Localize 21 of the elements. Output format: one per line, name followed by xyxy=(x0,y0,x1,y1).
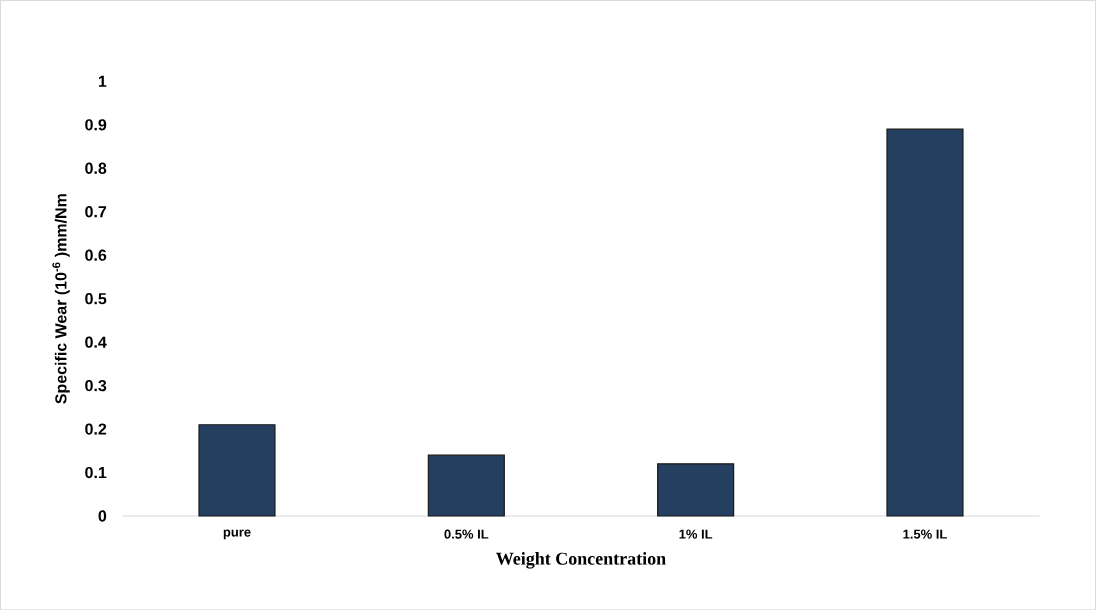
y-tick-label: 0.7 xyxy=(85,205,107,218)
x-tick-label: pure xyxy=(223,529,251,540)
y-axis-title: Specific Wear (10$^{-6}$ )mm/Nm xyxy=(52,194,70,404)
bar xyxy=(886,128,964,517)
y-tick-label: 0 xyxy=(98,510,107,522)
bar xyxy=(198,423,276,517)
y-tick-label: 1 xyxy=(98,75,107,87)
y-tick-label: 0.8 xyxy=(85,162,107,174)
y-tick-label: 0.4 xyxy=(85,336,107,348)
y-tick-label: 0.1 xyxy=(85,466,107,479)
y-tick-label: 0.5 xyxy=(85,292,107,305)
x-tick-label: 1.5% IL xyxy=(903,529,947,539)
x-axis-title: Weight Concentration xyxy=(496,551,666,569)
bar xyxy=(427,454,505,517)
y-tick-label: 0.3 xyxy=(85,379,107,392)
y-tick-label: 0.2 xyxy=(85,423,107,435)
x-tick-label: 1% IL xyxy=(679,529,713,539)
y-tick-label: 0.9 xyxy=(85,118,107,131)
x-tick-label: 0.5% IL xyxy=(444,529,489,539)
y-tick-label: 0.6 xyxy=(85,249,107,261)
bar xyxy=(657,463,735,517)
